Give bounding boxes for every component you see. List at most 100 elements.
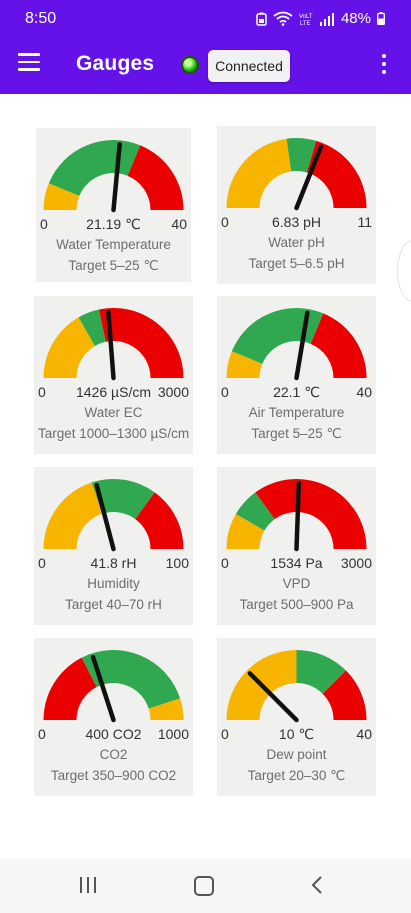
gauge-min-label: 0: [221, 726, 229, 742]
gauge-target: Target 5–25 ℃: [251, 426, 342, 441]
gauge-dial: [43, 479, 184, 552]
gauge-zone-green: [91, 479, 155, 520]
svg-text:LTE: LTE: [300, 21, 311, 26]
gauge-min-label: 0: [40, 216, 48, 232]
battery-saver-icon: [256, 12, 267, 26]
gauge-zone-red: [310, 313, 367, 378]
gauge-value-label: 22.1 ℃: [273, 384, 320, 400]
gauge-name: VPD: [282, 576, 311, 591]
gauge-zone-green: [296, 650, 346, 694]
gauge-dial: [43, 140, 184, 213]
home-icon[interactable]: [194, 876, 214, 896]
gauge-needle: [294, 144, 324, 211]
signal-icon: [319, 12, 334, 26]
back-icon[interactable]: [311, 875, 323, 895]
system-nav-bar: [0, 859, 411, 913]
battery-percent: 48%: [340, 10, 371, 27]
gauge-max-label: 40: [356, 726, 372, 742]
gauge-zone-red: [255, 479, 367, 549]
gauge-card: 0 40 22.1 ℃ Air Temperature Target 5–25 ℃: [217, 296, 376, 454]
gauge-zone-green: [286, 138, 317, 173]
gauge-target: Target 20–30 ℃: [247, 768, 346, 783]
gauge-card: 0 40 21.19 ℃ Water Temperature Target 5–25 ℃: [36, 128, 191, 282]
gauge-zone-yellow: [226, 514, 265, 549]
gauge-min-label: 0: [221, 214, 229, 230]
gauge-max-label: 40: [356, 384, 372, 400]
gauge-zone-red: [322, 670, 367, 720]
gauge-zone-red: [127, 145, 184, 210]
gauge-value-label: 1426 µS/cm: [76, 384, 151, 400]
gauge-dial: [43, 650, 184, 723]
gauge-target: Target 500–900 Pa: [239, 597, 354, 612]
gauge-card: 0 3000 1534 Pa VPD Target 500–900 Pa: [217, 467, 376, 625]
gauge-zone-green: [78, 309, 106, 346]
connection-indicator-icon: [181, 56, 199, 74]
gauge-zone-green: [48, 140, 141, 196]
gauge-zone-green: [81, 650, 181, 709]
app-bar: Gauges Connected: [0, 36, 411, 94]
gauge-zone-yellow: [226, 138, 292, 208]
gauge-value-label: 1534 Pa: [270, 555, 323, 571]
gauge-zone-red: [98, 308, 184, 378]
gauge-target: Target 350–900 CO2: [50, 768, 177, 783]
gauge-card: 0 40 10 ℃ Dew point Target 20–30 ℃: [217, 638, 376, 796]
gauge-needle: [247, 671, 299, 723]
gauge-target: Target 5–6.5 pH: [248, 256, 345, 271]
gauge-value-label: 21.19 ℃: [86, 216, 141, 232]
gauge-name: CO2: [99, 747, 128, 762]
wifi-icon: [273, 11, 293, 26]
gauge-card: 0 1000 400 CO2 CO2 Target 350–900 CO2: [34, 638, 193, 796]
overflow-menu-icon[interactable]: [380, 54, 388, 74]
gauge-zone-yellow: [43, 482, 103, 549]
page-title: Gauges: [76, 52, 155, 75]
status-bar: 8:50 VoLTE LTE 48%: [0, 0, 411, 36]
gauge-max-label: 11: [357, 214, 372, 230]
gauge-needle: [94, 482, 116, 552]
gauge-card: 0 3000 1426 µS/cm Water EC Target 1000–1300 …: [34, 296, 193, 454]
gauge-needle: [111, 142, 122, 213]
gauge-target: Target 1000–1300 µS/cm: [37, 426, 190, 441]
gauge-zone-green: [231, 308, 324, 364]
gauge-min-label: 0: [38, 384, 46, 400]
gauge-name: Dew point: [266, 747, 327, 762]
gauge-dial: [226, 479, 367, 552]
gauge-dial: [226, 308, 367, 381]
edge-panel-handle[interactable]: [397, 240, 411, 302]
gauge-needle: [90, 654, 116, 723]
gauge-zone-yellow: [43, 317, 95, 378]
gauge-value-label: 6.83 pH: [271, 214, 322, 230]
gauge-dial: [226, 138, 367, 211]
status-time: 8:50: [25, 10, 57, 27]
gauge-zone-yellow: [43, 183, 80, 210]
gauge-name: Water pH: [268, 235, 325, 250]
gauge-value-label: 10 ℃: [278, 726, 315, 742]
gauge-zone-red: [43, 657, 97, 720]
gauge-min-label: 0: [38, 726, 46, 742]
gauge-name: Air Temperature: [248, 405, 345, 420]
gauge-min-label: 0: [221, 555, 229, 571]
svg-text:VoLTE: VoLTE: [299, 14, 313, 20]
gauge-target: Target 40–70 rH: [65, 597, 162, 612]
gauge-zone-red: [306, 140, 367, 208]
gauge-max-label: 40: [171, 216, 187, 232]
gauge-dial: [43, 308, 184, 381]
gauge-value-label: 400 CO2: [85, 726, 142, 742]
connection-status-button[interactable]: Connected: [208, 50, 290, 82]
volte-icon: VoLTE LTE: [299, 14, 313, 26]
gauge-target: Target 5–25 ℃: [68, 258, 159, 273]
gauge-name: Humidity: [87, 576, 140, 591]
battery-icon: [377, 12, 385, 25]
hamburger-menu-icon[interactable]: [18, 53, 40, 73]
gauge-max-label: 100: [165, 555, 189, 571]
gauge-dial: [226, 650, 367, 723]
gauge-max-label: 3000: [340, 555, 372, 571]
gauge-value-label: 41.8 rH: [90, 555, 137, 571]
gauge-needle: [294, 310, 310, 381]
gauge-needle: [294, 480, 302, 552]
gauge-name: Water EC: [84, 405, 143, 420]
gauge-zone-yellow: [148, 698, 184, 720]
gauge-card: 0 100 41.8 rH Humidity Target 40–70 rH: [34, 467, 193, 625]
recent-apps-icon[interactable]: [80, 877, 98, 893]
gauge-min-label: 0: [221, 384, 229, 400]
gauge-zone-yellow: [226, 351, 263, 378]
